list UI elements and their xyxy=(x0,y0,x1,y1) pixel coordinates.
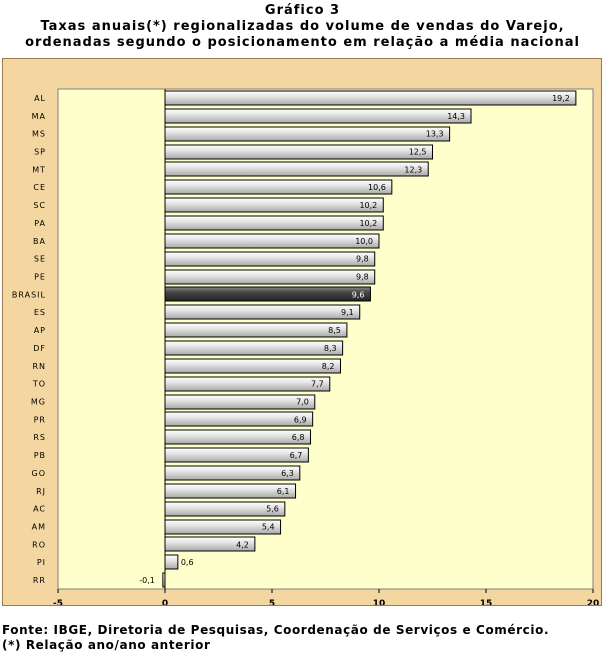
bar-rs xyxy=(164,429,312,445)
bar-ce xyxy=(164,179,393,195)
value-label-pi: 0,6 xyxy=(181,558,194,567)
bar-pa xyxy=(164,215,384,231)
category-label-mt: MT xyxy=(32,165,46,174)
bar-mt xyxy=(164,161,429,177)
value-label-ce: 10,6 xyxy=(368,183,386,192)
bar-sp xyxy=(164,144,433,160)
category-label-mg: MG xyxy=(31,398,46,407)
value-label-mt: 12,3 xyxy=(404,165,422,174)
x-tick-label-2: 5 xyxy=(269,599,275,605)
x-tick-label-0: -5 xyxy=(53,599,63,605)
value-label-sc: 10,2 xyxy=(359,201,377,210)
bar-ma xyxy=(164,108,472,124)
value-label-pe: 9,8 xyxy=(356,273,369,282)
value-label-ap: 8,5 xyxy=(328,326,341,335)
category-label-pb: PB xyxy=(34,451,46,460)
bar-mg xyxy=(164,394,316,410)
category-label-pi: PI xyxy=(37,558,46,567)
bar-chart: AL 19,2 MA 14,3 MS 13,3 SP 12,5 MT 12,3 CE 10,6 SC 10… xyxy=(12,88,600,605)
category-label-ba: BA xyxy=(33,237,46,246)
value-label-ms: 13,3 xyxy=(426,130,444,139)
value-label-ma: 14,3 xyxy=(447,112,465,121)
chart-subtitle-line-1: Taxas anuais(*) regionalizadas do volume… xyxy=(40,19,565,34)
value-label-ac: 5,6 xyxy=(266,505,279,514)
value-label-to: 7,7 xyxy=(311,380,324,389)
category-label-es: ES xyxy=(34,308,46,317)
value-label-rr: -0,1 xyxy=(139,576,155,585)
value-label-go: 6,3 xyxy=(281,469,294,478)
category-label-brasil: BRASIL xyxy=(12,290,46,299)
value-label-es: 9,1 xyxy=(341,308,354,317)
category-label-sp: SP xyxy=(34,148,46,157)
chart-frame: AL 19,2 MA 14,3 MS 13,3 SP 12,5 MT 12,3 CE 10,6 SC 10… xyxy=(2,58,602,606)
category-label-sc: SC xyxy=(33,201,46,210)
value-label-df: 8,3 xyxy=(324,344,337,353)
category-label-rj: RJ xyxy=(36,487,46,496)
value-label-mg: 7,0 xyxy=(296,398,309,407)
category-label-go: GO xyxy=(32,469,47,478)
value-label-rn: 8,2 xyxy=(322,362,335,371)
bar-pe xyxy=(164,269,376,285)
category-label-se: SE xyxy=(34,255,46,264)
bar-se xyxy=(164,251,376,267)
category-label-ap: AP xyxy=(34,326,46,335)
value-label-brasil: 9,6 xyxy=(352,290,365,299)
value-label-pb: 6,7 xyxy=(290,451,303,460)
value-label-al: 19,2 xyxy=(552,94,570,103)
bar-go xyxy=(164,465,301,481)
bar-pb xyxy=(164,447,309,463)
bar-pi xyxy=(164,554,179,570)
value-label-ba: 10,0 xyxy=(355,237,373,246)
bar-brasil xyxy=(164,286,371,302)
x-tick-label-3: 10 xyxy=(373,599,386,605)
chart-subtitle-line-2: ordenadas segundo o posicionamento em re… xyxy=(25,35,580,50)
value-label-ro: 4,2 xyxy=(236,540,249,549)
category-label-ro: RO xyxy=(32,540,46,549)
chart-title: Gráfico 3 xyxy=(264,3,341,18)
bar-rn xyxy=(164,358,341,374)
x-tick-label-1: 0 xyxy=(162,599,168,605)
category-label-am: AM xyxy=(32,523,46,532)
bar-pr xyxy=(164,411,314,427)
footnote: (*) Relação ano/ano anterior xyxy=(2,638,211,652)
source-note: Fonte: IBGE, Diretoria de Pesquisas, Coo… xyxy=(2,623,550,637)
x-tick-label-5: 20 xyxy=(587,599,600,605)
bar-es xyxy=(164,304,361,320)
category-label-df: DF xyxy=(33,344,46,353)
bar-ba xyxy=(164,233,380,249)
bar-sc xyxy=(164,197,384,213)
x-tick-label-4: 15 xyxy=(480,599,493,605)
value-label-am: 5,4 xyxy=(262,523,275,532)
category-label-pr: PR xyxy=(34,415,46,424)
category-label-ce: CE xyxy=(33,183,46,192)
value-label-pa: 10,2 xyxy=(359,219,377,228)
category-label-ma: MA xyxy=(32,112,46,121)
category-label-rs: RS xyxy=(33,433,46,442)
value-label-rs: 6,8 xyxy=(292,433,305,442)
category-label-pa: PA xyxy=(34,219,46,228)
category-label-to: TO xyxy=(32,380,46,389)
value-label-pr: 6,9 xyxy=(294,415,307,424)
bar-to xyxy=(164,376,331,392)
bar-ms xyxy=(164,126,451,142)
value-label-rj: 6,1 xyxy=(277,487,290,496)
category-label-rr: RR xyxy=(33,576,46,585)
category-label-ms: MS xyxy=(32,130,46,139)
category-label-ac: AC xyxy=(33,505,46,514)
category-label-pe: PE xyxy=(34,273,46,282)
category-label-al: AL xyxy=(34,94,46,103)
value-label-se: 9,8 xyxy=(356,255,369,264)
value-label-sp: 12,5 xyxy=(409,148,427,157)
category-label-rn: RN xyxy=(32,362,46,371)
bar-ap xyxy=(164,322,348,338)
bar-al xyxy=(164,90,577,106)
bar-df xyxy=(164,340,344,356)
